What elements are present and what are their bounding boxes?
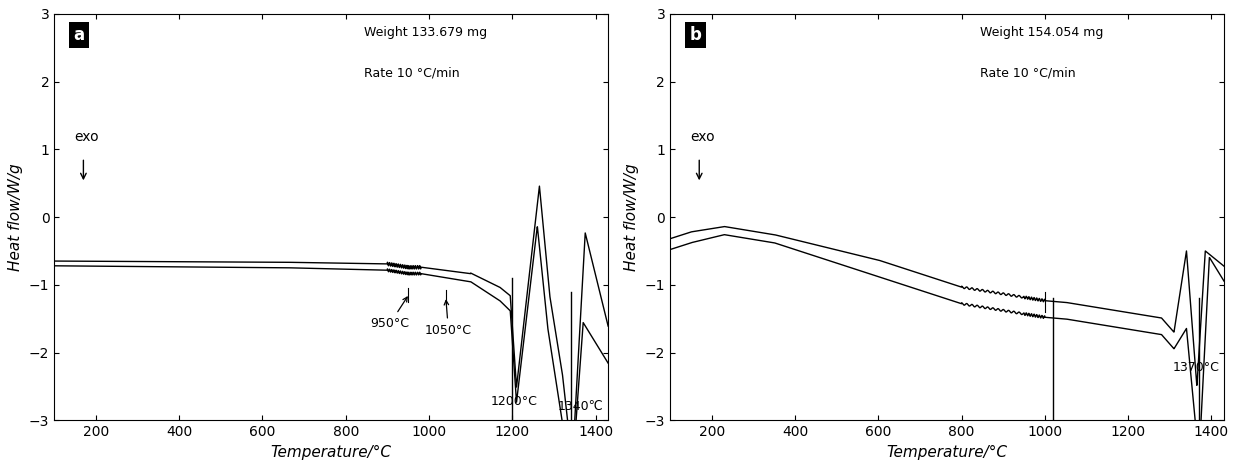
Text: exo: exo [74,130,99,144]
Text: Weight 154.054 mg: Weight 154.054 mg [981,26,1104,39]
Y-axis label: Heat flow/W/g: Heat flow/W/g [624,163,639,271]
Text: 1340℃: 1340℃ [558,400,604,413]
Text: b: b [689,26,702,44]
Y-axis label: Heat flow/W/g: Heat flow/W/g [9,163,24,271]
Text: 950°C: 950°C [371,297,409,330]
Text: 1050°C: 1050°C [425,300,472,336]
Text: Weight 133.679 mg: Weight 133.679 mg [365,26,487,39]
X-axis label: Temperature/°C: Temperature/°C [270,445,392,460]
Text: 1370°C: 1370°C [1173,361,1220,374]
Text: 1200°C: 1200°C [491,395,538,409]
Text: a: a [73,26,84,44]
X-axis label: Temperature/°C: Temperature/°C [887,445,1008,460]
Text: Rate 10 °C/min: Rate 10 °C/min [981,66,1076,80]
Text: Rate 10 °C/min: Rate 10 °C/min [365,66,460,80]
Text: exo: exo [691,130,714,144]
